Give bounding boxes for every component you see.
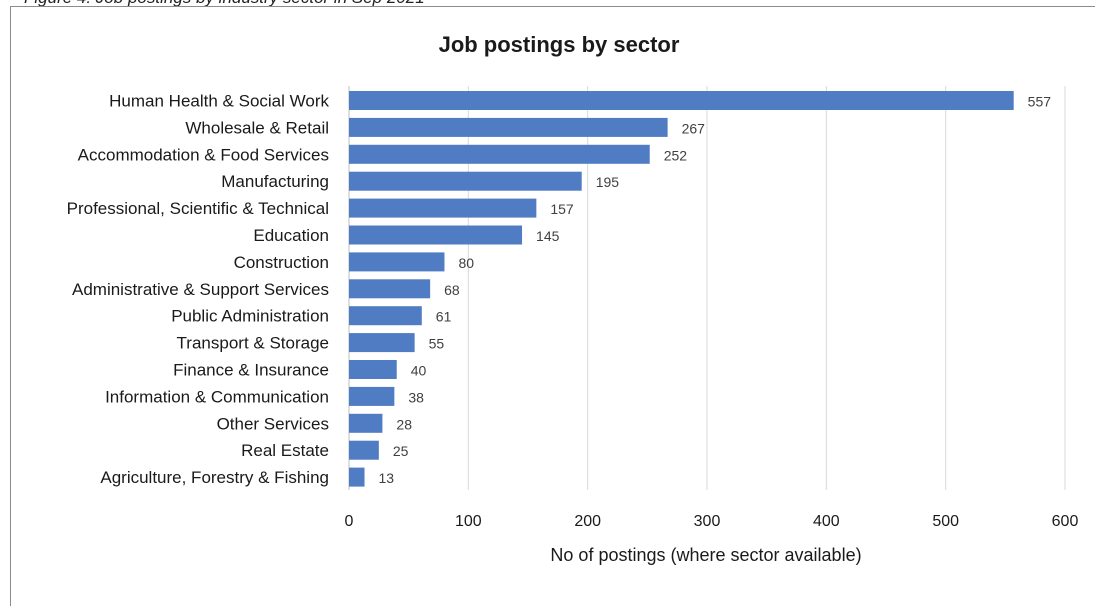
bar (349, 360, 397, 379)
value-label: 68 (444, 282, 460, 298)
category-labels: Human Health & Social Work Wholesale & Re… (67, 92, 330, 488)
bar (349, 144, 650, 164)
x-tick-label: 300 (694, 513, 721, 530)
chart-title: Job postings by sector (439, 32, 680, 57)
category-label: Manufacturing (221, 172, 329, 191)
category-label: Public Administration (171, 307, 329, 326)
value-label: 55 (429, 336, 445, 352)
figure-caption-strip: Figure 4: Job postings by industry secto… (0, 0, 1095, 8)
bars (349, 91, 1014, 487)
category-label: Human Health & Social Work (109, 92, 329, 111)
value-label: 13 (379, 470, 395, 486)
value-label: 252 (664, 147, 688, 163)
value-label: 38 (408, 389, 424, 405)
bar (349, 198, 537, 218)
x-tick-labels: 0 100 200 300 400 500 600 (345, 513, 1079, 530)
x-axis-label: No of postings (where sector available) (550, 545, 861, 565)
category-label: Administrative & Support Services (72, 280, 329, 299)
value-label: 25 (393, 443, 409, 459)
category-label: Information & Communication (105, 387, 329, 406)
category-label: Agriculture, Forestry & Fishing (100, 468, 329, 487)
category-label: Education (253, 226, 329, 245)
bar (349, 225, 523, 245)
x-tick-label: 100 (455, 513, 482, 530)
value-label: 145 (536, 228, 560, 244)
bar (349, 279, 431, 299)
value-label: 28 (396, 416, 412, 432)
category-label: Construction (234, 253, 329, 272)
bar (349, 171, 582, 191)
category-label: Finance & Insurance (173, 361, 329, 380)
x-tick-label: 500 (932, 513, 959, 530)
chart-frame (10, 6, 1095, 606)
bar-chart: Job postings by sector Human Health & So… (67, 32, 1079, 565)
bar (349, 91, 1014, 110)
x-tick-label: 200 (574, 513, 601, 530)
bar (349, 467, 365, 487)
bar (349, 386, 395, 406)
figure-caption: Figure 4: Job postings by industry secto… (24, 0, 425, 8)
x-tick-label: 0 (345, 513, 354, 530)
value-label: 80 (458, 255, 474, 271)
category-label: Transport & Storage (177, 334, 329, 353)
value-label: 157 (550, 201, 574, 217)
bar (349, 306, 422, 326)
x-tick-label: 600 (1052, 513, 1079, 530)
category-label: Professional, Scientific & Technical (67, 199, 329, 218)
category-label: Real Estate (241, 441, 329, 460)
value-label: 61 (436, 309, 452, 325)
bar (349, 413, 383, 433)
bar (349, 440, 379, 460)
bar (349, 333, 415, 353)
x-tick-label: 400 (813, 513, 840, 530)
category-label: Wholesale & Retail (185, 118, 329, 137)
category-label: Other Services (217, 414, 329, 433)
value-label: 557 (1028, 94, 1052, 110)
category-label: Accommodation & Food Services (78, 145, 329, 164)
value-label: 40 (411, 363, 427, 379)
bar (349, 117, 668, 137)
value-label: 267 (682, 120, 706, 136)
value-label: 195 (596, 174, 620, 190)
bar (349, 252, 445, 272)
